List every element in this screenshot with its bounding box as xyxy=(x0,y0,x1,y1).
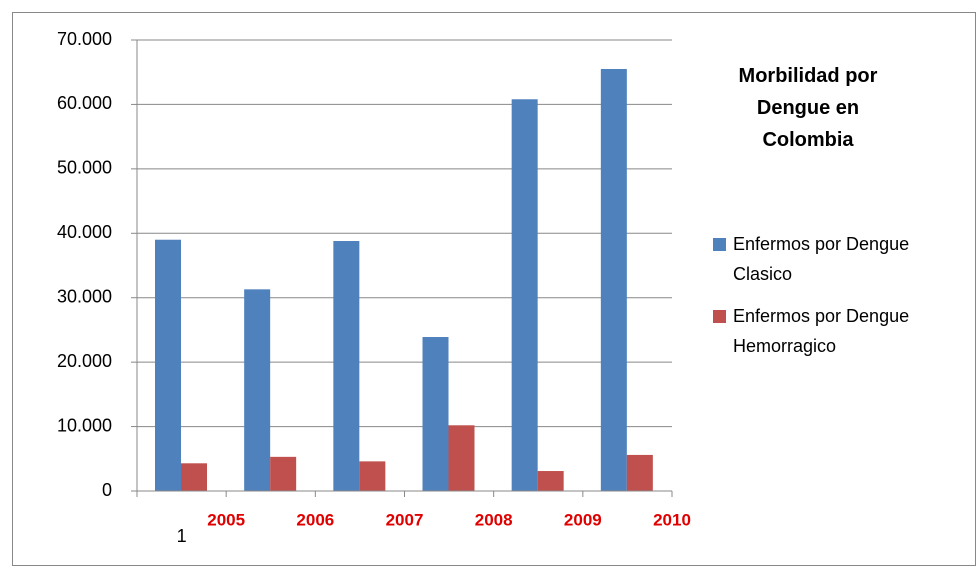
year-label: 2008 xyxy=(475,510,513,529)
y-tick-label: 40.000 xyxy=(57,222,112,242)
year-label: 2005 xyxy=(207,510,245,529)
legend-swatch xyxy=(713,310,726,323)
y-tick-label: 60.000 xyxy=(57,93,112,113)
year-label: 2006 xyxy=(296,510,334,529)
bar xyxy=(155,239,181,491)
year-label: 2009 xyxy=(564,510,602,529)
y-tick-label: 10.000 xyxy=(57,415,112,435)
x-tick-label: 1 xyxy=(177,526,187,546)
bar xyxy=(537,471,564,491)
bar xyxy=(333,241,360,491)
chart-border xyxy=(12,12,976,566)
bar xyxy=(422,337,449,491)
y-tick-label: 20.000 xyxy=(57,351,112,371)
chart-title: Morbilidad por Dengue en Colombia xyxy=(738,65,878,151)
legend-label: Enfermos por Dengue Clasico xyxy=(733,234,910,284)
bar xyxy=(270,456,297,491)
legend-entry: Enfermos por Dengue Clasico xyxy=(713,229,963,289)
bar xyxy=(511,99,538,491)
bar xyxy=(626,454,653,491)
bar xyxy=(244,289,271,491)
legend-entry: Enfermos por Dengue Hemorragico xyxy=(713,301,963,361)
year-label: 2007 xyxy=(386,510,424,529)
y-tick-label: 50.000 xyxy=(57,158,112,178)
bar xyxy=(359,461,386,491)
y-tick-label: 30.000 xyxy=(57,286,112,306)
legend-swatch xyxy=(713,238,726,251)
bar xyxy=(448,425,475,491)
bar xyxy=(181,463,207,491)
year-label: 2010 xyxy=(653,510,691,529)
y-tick-label: 70.000 xyxy=(57,29,112,49)
bar xyxy=(600,68,627,491)
y-tick-label: 0 xyxy=(102,480,112,500)
legend-label: Enfermos por Dengue Hemorragico xyxy=(733,306,910,356)
